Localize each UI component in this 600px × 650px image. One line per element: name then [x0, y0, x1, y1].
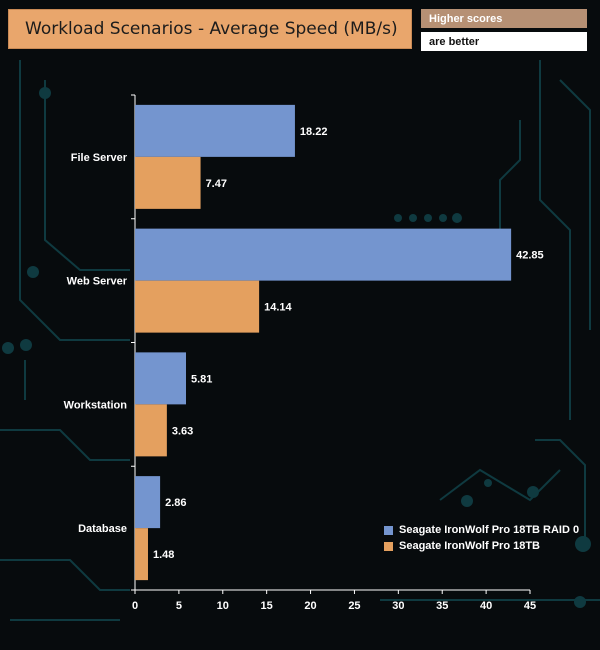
bar-single-web-server — [135, 280, 260, 333]
x-tick-label: 15 — [261, 600, 273, 612]
legend: Seagate IronWolf Pro 18TB RAID 0 Seagate… — [384, 522, 579, 554]
higher-scores-note: Higher scores — [421, 9, 587, 28]
legend-label-single: Seagate IronWolf Pro 18TB — [399, 540, 540, 552]
are-better-note: are better — [421, 32, 587, 51]
legend-item-raid0: Seagate IronWolf Pro 18TB RAID 0 — [384, 522, 579, 538]
legend-item-single: Seagate IronWolf Pro 18TB — [384, 538, 579, 554]
bar-raid0-workstation — [135, 352, 186, 405]
x-tick-label: 25 — [348, 600, 360, 612]
data-label: 14.14 — [264, 302, 292, 314]
x-tick-label: 10 — [217, 600, 229, 612]
bar-single-database — [135, 528, 148, 581]
legend-swatch-raid0 — [384, 525, 393, 535]
category-label-database: Database — [78, 523, 127, 535]
data-label: 2.86 — [165, 497, 186, 509]
x-tick-label: 5 — [176, 600, 182, 612]
data-label: 18.22 — [300, 126, 328, 138]
data-label: 42.85 — [516, 250, 544, 262]
category-label-web-server: Web Server — [67, 276, 128, 288]
category-label-file-server: File Server — [71, 152, 128, 164]
x-tick-label: 35 — [436, 600, 448, 612]
x-tick-label: 20 — [304, 600, 316, 612]
x-tick-label: 30 — [392, 600, 404, 612]
bar-single-file-server — [135, 156, 201, 209]
data-label: 1.48 — [153, 549, 174, 561]
data-label: 3.63 — [172, 425, 193, 437]
x-tick-label: 45 — [524, 600, 536, 612]
chart-title: Workload Scenarios - Average Speed (MB/s… — [8, 9, 412, 49]
bar-raid0-web-server — [135, 228, 512, 281]
x-tick-label: 0 — [132, 600, 138, 612]
x-tick-label: 40 — [480, 600, 492, 612]
bar-raid0-database — [135, 476, 161, 529]
data-label: 5.81 — [191, 373, 212, 385]
legend-swatch-single — [384, 541, 393, 551]
bar-single-workstation — [135, 404, 167, 457]
bar-raid0-file-server — [135, 104, 295, 157]
legend-label-raid0: Seagate IronWolf Pro 18TB RAID 0 — [399, 524, 580, 536]
category-label-workstation: Workstation — [64, 399, 128, 411]
data-label: 7.47 — [206, 178, 227, 190]
